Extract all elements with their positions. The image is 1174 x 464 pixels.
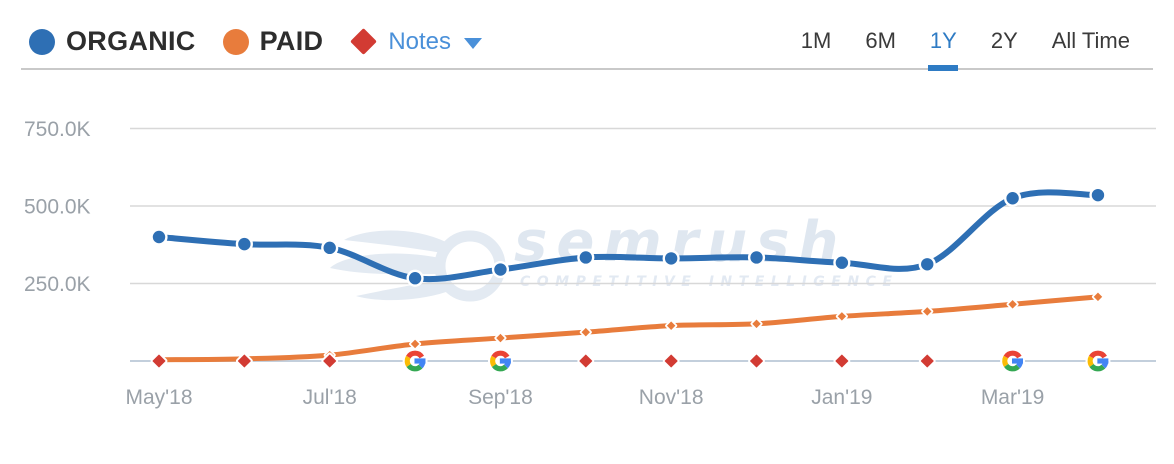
organic-data-point[interactable] [406, 269, 424, 287]
legend-item-organic[interactable]: ORGANIC [29, 26, 196, 57]
organic-legend-label: ORGANIC [66, 26, 196, 56]
organic-data-point[interactable] [747, 248, 766, 267]
note-marker-icon[interactable] [748, 352, 765, 370]
organic-data-point[interactable] [833, 254, 851, 272]
time-range-tabs: 1M 6M 1Y 2Y All Time [801, 28, 1130, 54]
time-range-tab-1m[interactable]: 1M [800, 28, 832, 53]
organic-data-point[interactable] [662, 249, 680, 267]
chart-header: ORGANIC PAID Notes 1M 6M 1Y 2Y All Time [21, 0, 1153, 70]
organic-data-point[interactable] [1089, 186, 1107, 204]
note-marker-icon[interactable] [662, 352, 680, 370]
paid-data-point[interactable] [750, 317, 763, 330]
x-axis-label: Jul'18 [303, 386, 357, 409]
paid-line [156, 294, 1101, 363]
x-axis-label: Jan'19 [811, 386, 872, 409]
time-range-tab-2y[interactable]: 2Y [990, 28, 1018, 53]
note-marker-icon[interactable] [150, 352, 168, 370]
note-marker-icon[interactable] [833, 352, 851, 370]
notes-legend-label: Notes [388, 27, 452, 55]
time-range-tab-1y[interactable]: 1Y [929, 28, 957, 53]
time-range-tab-all-time[interactable]: All Time [1051, 28, 1130, 53]
organic-series-dot-icon [29, 28, 55, 55]
paid-data-point[interactable] [921, 305, 934, 318]
paid-data-point[interactable] [1091, 290, 1104, 303]
note-marker-icon[interactable] [918, 352, 936, 370]
organic-data-point[interactable] [918, 255, 936, 273]
time-range-tab-6m[interactable]: 6M [865, 28, 896, 53]
x-axis-label: Sep'18 [468, 386, 533, 409]
paid-series-dot-icon [222, 28, 249, 55]
organic-data-point[interactable] [321, 239, 339, 257]
chevron-down-icon [464, 38, 483, 49]
paid-data-point[interactable] [494, 332, 507, 345]
y-axis-label: 250.0K [24, 273, 91, 296]
paid-legend-label: PAID [259, 26, 324, 56]
paid-data-point[interactable] [665, 319, 678, 332]
organic-data-point[interactable] [235, 235, 253, 253]
chart-legend: ORGANIC PAID Notes [29, 26, 483, 57]
legend-item-notes[interactable]: Notes [350, 27, 483, 56]
x-axis-label: Nov'18 [639, 386, 704, 409]
y-axis-label: 500.0K [24, 196, 91, 219]
google-update-note-icon[interactable] [1000, 348, 1026, 374]
organic-data-point[interactable] [150, 228, 168, 246]
organic-data-point[interactable] [1003, 189, 1022, 207]
y-axis-label: 750.0K [24, 118, 91, 141]
paid-data-point[interactable] [409, 337, 422, 350]
paid-data-point[interactable] [1006, 298, 1019, 311]
organic-data-point[interactable] [491, 260, 510, 279]
x-axis-label: May'18 [125, 386, 192, 409]
note-marker-icon[interactable] [321, 352, 339, 370]
paid-data-point[interactable] [835, 310, 848, 323]
organic-data-point[interactable] [577, 248, 595, 267]
note-marker-icon[interactable] [577, 352, 595, 370]
google-update-note-icon[interactable] [1085, 348, 1111, 374]
legend-item-paid[interactable]: PAID [222, 26, 324, 57]
google-update-note-icon[interactable] [487, 348, 513, 374]
note-marker-icon[interactable] [235, 352, 253, 370]
paid-data-point[interactable] [579, 326, 592, 339]
x-axis-label: Mar'19 [981, 386, 1045, 409]
google-update-note-icon[interactable] [402, 348, 428, 374]
notes-diamond-icon [350, 28, 378, 55]
